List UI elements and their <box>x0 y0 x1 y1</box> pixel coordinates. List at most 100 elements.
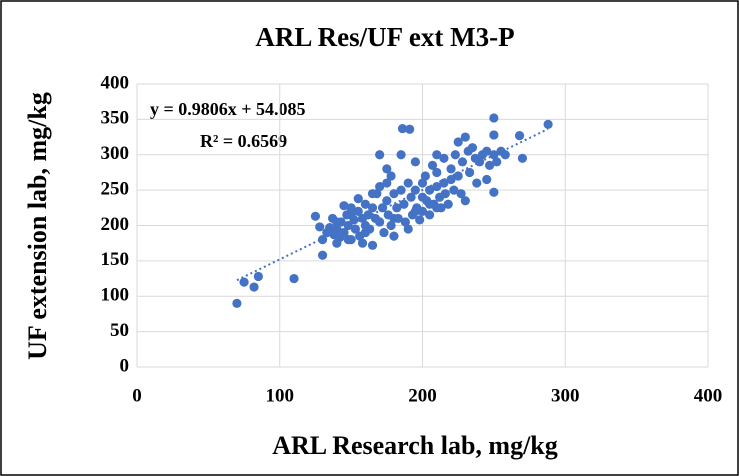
data-point <box>389 189 399 199</box>
x-tick-label: 0 <box>132 385 142 406</box>
data-point <box>367 203 378 213</box>
data-point <box>400 217 410 227</box>
data-point <box>460 196 470 206</box>
data-point <box>410 206 420 216</box>
data-point <box>489 187 499 197</box>
data-point <box>386 220 396 231</box>
data-point <box>403 224 413 234</box>
data-point <box>417 178 428 188</box>
x-axis-label: ARL Research lab, mg/kg <box>272 431 558 460</box>
data-point <box>456 189 466 199</box>
x-tick-label: 300 <box>551 385 580 406</box>
data-point <box>377 203 388 213</box>
data-point <box>443 199 453 209</box>
data-point <box>449 185 459 195</box>
y-tick-label: 0 <box>120 355 130 376</box>
data-point <box>289 273 299 284</box>
y-tick-label: 350 <box>101 108 130 129</box>
data-point <box>382 178 392 188</box>
data-point <box>360 199 370 209</box>
data-point <box>396 150 406 160</box>
data-point <box>360 227 370 238</box>
trendline-equation: y = 0.9806x + 54.085 <box>150 99 306 119</box>
data-point <box>339 201 349 211</box>
data-point <box>457 157 468 167</box>
data-point <box>467 143 478 153</box>
data-point <box>439 178 449 188</box>
data-point <box>379 227 389 238</box>
y-tick-label: 50 <box>110 320 129 341</box>
data-point <box>375 150 385 160</box>
y-tick-label: 300 <box>101 143 130 164</box>
data-point <box>332 217 342 227</box>
data-point <box>249 282 259 292</box>
data-point <box>353 206 363 216</box>
data-point <box>317 250 328 260</box>
data-point <box>317 235 328 245</box>
data-point <box>232 298 242 308</box>
data-point <box>332 224 342 234</box>
data-point <box>375 181 385 192</box>
data-point <box>367 189 378 199</box>
data-point <box>453 137 463 147</box>
data-point <box>363 210 373 220</box>
y-tick-label: 100 <box>101 285 130 306</box>
data-point <box>346 203 356 213</box>
x-tick-label: 400 <box>694 385 723 406</box>
data-point <box>489 113 499 123</box>
data-point <box>357 238 368 248</box>
data-point <box>482 146 492 156</box>
data-point <box>492 157 502 167</box>
data-point <box>543 119 553 129</box>
data-point <box>343 235 353 245</box>
data-point <box>310 211 321 221</box>
data-point <box>350 224 361 234</box>
data-point <box>500 150 510 160</box>
data-point <box>417 206 428 216</box>
data-point <box>432 181 442 192</box>
data-point <box>465 167 475 178</box>
data-point <box>375 217 385 227</box>
y-tick-label: 150 <box>101 249 130 270</box>
data-point <box>253 271 263 282</box>
data-point <box>386 171 396 181</box>
data-point <box>484 160 495 170</box>
data-point <box>472 178 482 188</box>
data-point <box>367 240 378 250</box>
data-point <box>425 210 435 220</box>
data-point <box>396 185 406 195</box>
data-point <box>399 199 409 209</box>
data-point <box>517 153 528 163</box>
data-point <box>239 277 249 287</box>
data-point <box>440 189 450 199</box>
data-point <box>389 231 399 241</box>
data-point <box>410 185 420 195</box>
data-point <box>427 160 438 170</box>
data-point <box>353 194 363 204</box>
data-point <box>325 223 335 233</box>
data-point <box>460 132 470 142</box>
y-axis-label: UF extension lab, mg/kg <box>23 92 52 360</box>
trendline-r2: R² = 0.6569 <box>200 131 287 151</box>
x-tick-label: 200 <box>408 385 437 406</box>
chart-title: ARL Res/UF ext M3-P <box>255 22 514 52</box>
data-point <box>489 130 499 140</box>
data-point <box>415 215 425 225</box>
data-point <box>397 123 408 134</box>
data-point <box>382 196 392 206</box>
data-point <box>315 222 325 232</box>
data-point <box>450 150 460 160</box>
data-point <box>453 171 463 181</box>
data-point <box>389 213 399 224</box>
data-point <box>432 167 442 178</box>
data-point <box>420 171 430 181</box>
data-point <box>482 174 492 185</box>
data-point <box>432 203 442 213</box>
y-tick-label: 250 <box>101 178 130 199</box>
y-tick-label: 200 <box>101 214 130 235</box>
data-point <box>446 164 456 174</box>
y-tick-label: 400 <box>101 72 130 93</box>
data-point <box>403 178 413 188</box>
